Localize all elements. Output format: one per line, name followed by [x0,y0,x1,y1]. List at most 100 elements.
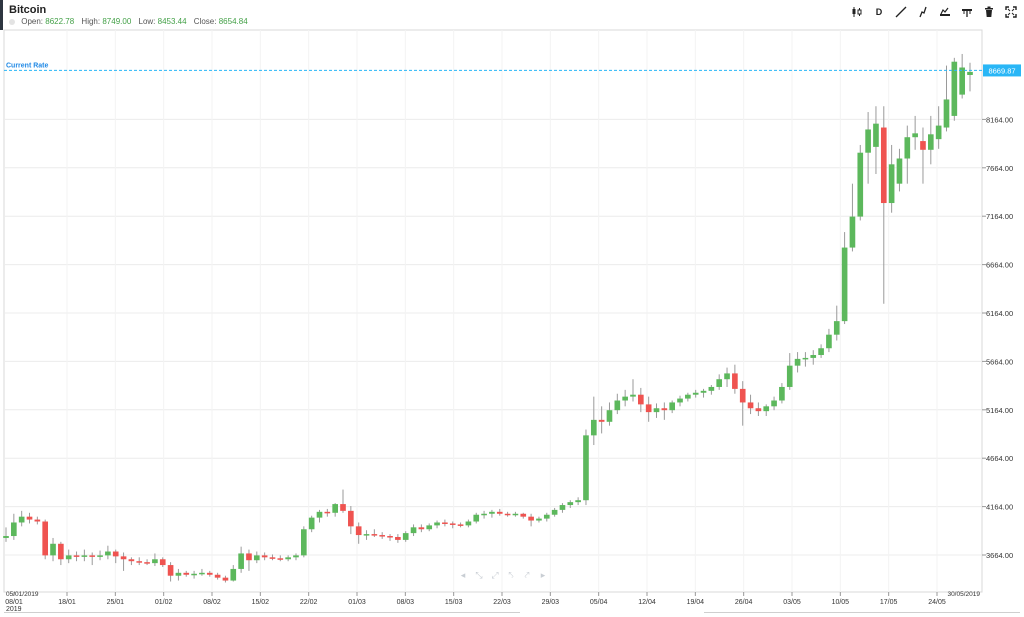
delete-icon[interactable] [982,5,996,19]
candle-body [967,71,973,75]
candle [920,127,926,184]
candle [395,534,401,543]
zoom-icon-2[interactable]: ⤢ [491,570,499,580]
candle [896,148,903,192]
candle-body [426,525,433,530]
current-rate-value: 8669.87 [988,66,1015,75]
candle-body [410,527,417,534]
candlestick-type-icon[interactable] [850,5,864,19]
indicator-icon[interactable] [916,5,930,19]
candle-body [520,513,527,517]
candle [199,568,205,576]
candle [786,353,793,390]
y-tick-label: 7164.00 [986,212,1013,221]
candle [183,570,190,577]
candle [465,519,472,528]
candle [833,305,840,341]
navigator-left-rail[interactable] [4,612,520,613]
candle [536,516,542,523]
candle-body [951,61,958,116]
candle-body [763,406,770,412]
candle [238,546,244,573]
candle-body [26,516,33,520]
zoom-icon-3[interactable]: ⤣ [508,570,514,580]
candle [732,364,738,394]
candle [105,545,111,560]
candle-body [81,555,88,557]
candle-body [261,555,268,558]
series-visibility-dot[interactable] [9,18,15,25]
close-value: 8654.84 [218,17,248,26]
candle-body [802,357,809,360]
candle-body [912,133,918,138]
draw-line-icon[interactable] [894,5,908,19]
open-label: Open: [21,17,44,26]
candle [222,575,229,583]
fullscreen-icon[interactable] [1004,5,1018,19]
candle [575,497,581,506]
open-value: 8622.78 [45,17,75,26]
candle [677,395,683,407]
candle-body [614,400,621,411]
candle-body [583,435,589,501]
candle [543,512,550,522]
candle [73,551,80,562]
candle-body [724,373,730,380]
candle-body [896,158,903,184]
candle-body [253,555,260,561]
candle [504,511,511,517]
y-tick-label: 4164.00 [986,503,1013,512]
candle-body [927,134,934,150]
candle [316,509,323,523]
candle [97,550,103,561]
candle-body [551,509,558,515]
compare-icon[interactable] [960,5,974,19]
candle-body [771,400,777,407]
candle [457,522,464,528]
candle-body [465,521,472,526]
candle [308,515,315,533]
y-tick-label: 8164.00 [986,115,1013,124]
candle-body [293,555,299,558]
x-tick-label: 22/03 [493,599,511,606]
candle-body [144,562,150,564]
candle-body [841,247,848,322]
y-tick-label: 4664.00 [986,454,1013,463]
pan-right-icon[interactable]: ▸ [540,570,546,580]
candle-body [449,523,456,525]
candle-body [575,500,581,503]
candle-body [418,527,425,530]
candle [802,352,809,367]
pan-left-icon[interactable]: ◂ [460,570,466,580]
candle-body [167,565,174,576]
chart-settings-icon[interactable] [938,5,952,19]
candle [387,534,393,541]
y-tick-label: 6664.00 [986,261,1013,270]
candle [300,526,307,558]
candle [724,367,730,387]
interval-button[interactable]: D [875,7,883,17]
zoom-icon-1[interactable]: ⤡ [475,570,483,580]
navigator-right-rail[interactable] [704,612,1020,613]
candle [967,62,973,92]
candle [65,549,72,564]
candle [794,352,801,373]
candle [888,144,895,213]
candle-body [340,504,346,511]
candle [42,519,49,560]
candle [755,402,762,416]
x-tick-label: 10/05 [832,599,850,606]
zoom-icon-4[interactable]: ⤤ [524,570,530,580]
x-tick-label: 01/03 [348,599,366,606]
candle [324,508,331,517]
candle-body [779,386,785,401]
x-tick-label: 18/01 [58,599,76,606]
candle-body [833,321,840,335]
candle [559,503,566,513]
candle-body [308,517,315,530]
ohlc-readout: Open: 8622.78 High: 8749.00 Low: 8453.44… [9,17,253,26]
candle-body [638,394,644,405]
candle [700,388,707,398]
candle-body [183,572,190,575]
